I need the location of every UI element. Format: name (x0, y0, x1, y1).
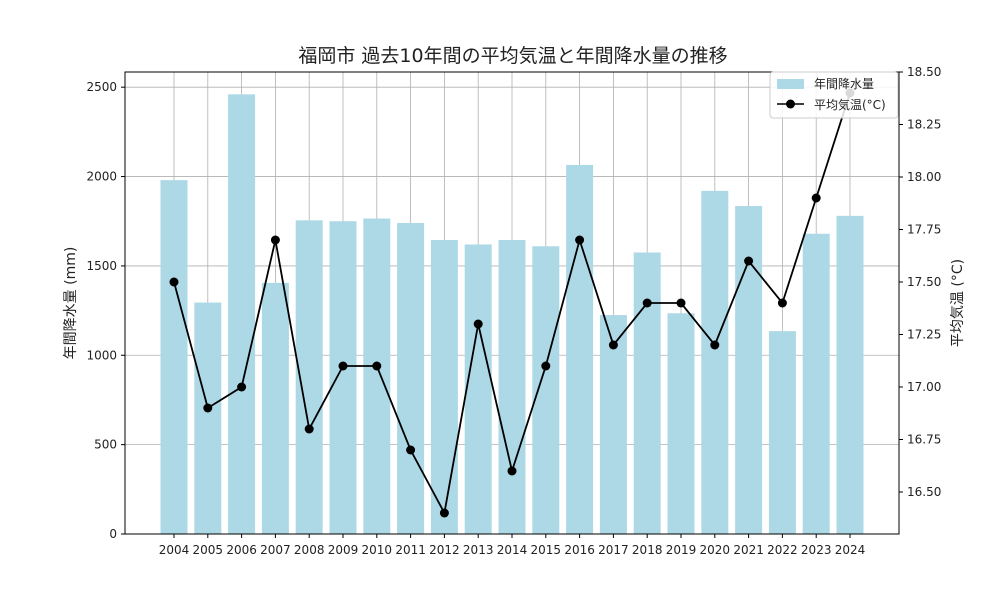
chart-title: 福岡市 過去10年間の平均気温と年間降水量の推移 (298, 45, 727, 67)
bar-2009 (329, 221, 357, 534)
bar-2017 (599, 315, 627, 534)
temperature-point-2011 (406, 445, 416, 455)
x-tick-label: 2005 (193, 543, 224, 557)
bar-2020 (701, 190, 729, 534)
bar-2012 (430, 240, 458, 534)
temperature-point-2006 (237, 382, 247, 392)
bar-2022 (768, 331, 796, 534)
bar-2007 (261, 282, 289, 534)
bar-2004 (160, 180, 188, 534)
temperature-point-2005 (203, 403, 213, 413)
x-tick-label: 2014 (497, 543, 528, 557)
temperature-point-2020 (710, 340, 720, 350)
left-tick-label: 2500 (86, 80, 117, 94)
x-tick-label: 2021 (733, 543, 764, 557)
right-tick-label: 18.50 (907, 65, 941, 79)
x-tick-label: 2016 (564, 543, 595, 557)
temperature-point-2010 (372, 361, 382, 371)
right-tick-label: 18.25 (907, 118, 941, 132)
left-tick-label: 0 (109, 527, 117, 541)
temperature-point-2012 (439, 508, 449, 518)
temperature-point-2022 (777, 298, 787, 308)
bar-2021 (735, 206, 763, 535)
temperature-point-2008 (304, 424, 314, 434)
bar-2014 (498, 240, 526, 534)
bar-2023 (802, 233, 830, 534)
temperature-point-2015 (541, 361, 551, 371)
bar-2018 (633, 252, 661, 535)
right-axis-title: 平均気温 (°C) (950, 259, 966, 347)
legend-swatch-precipitation (777, 79, 804, 89)
left-tick-label: 1000 (86, 348, 117, 362)
bar-2013 (464, 244, 492, 534)
bar-2006 (228, 94, 256, 534)
x-tick-label: 2022 (767, 543, 798, 557)
temperature-point-2017 (608, 340, 618, 350)
x-tick-label: 2017 (598, 543, 629, 557)
bar-2015 (532, 246, 560, 535)
temperature-point-2021 (744, 256, 754, 266)
temperature-point-2019 (676, 298, 686, 308)
temperature-point-2023 (811, 193, 821, 203)
legend-label-temperature: 平均気温(°C) (814, 97, 886, 112)
x-tick-label: 2008 (294, 543, 325, 557)
x-tick-label: 2018 (632, 543, 663, 557)
axes: 0 500 1000 1500 2000 2500 16.50 16.75 17.00 17.25… (86, 65, 941, 557)
left-tick-label: 2000 (86, 170, 117, 184)
temperature-point-2016 (575, 235, 585, 245)
bar-2024 (836, 215, 864, 534)
x-tick-label: 2023 (801, 543, 832, 557)
x-tick-label: 2012 (429, 543, 460, 557)
legend-label-precipitation: 年間降水量 (814, 77, 874, 91)
temperature-point-2018 (642, 298, 652, 308)
bar-2019 (667, 313, 695, 534)
x-tick-label: 2015 (531, 543, 562, 557)
right-tick-label: 18.00 (907, 170, 941, 184)
x-tick-label: 2019 (666, 543, 697, 557)
temperature-point-2014 (507, 466, 517, 476)
x-tick-label: 2024 (835, 543, 866, 557)
right-tick-label: 17.50 (907, 275, 941, 289)
x-tick-label: 2004 (159, 543, 190, 557)
right-tick-label: 17.75 (907, 223, 941, 237)
left-tick-label: 1500 (86, 259, 117, 273)
temperature-point-2007 (270, 235, 280, 245)
temperature-line (169, 88, 855, 518)
x-tick-label: 2013 (463, 543, 494, 557)
legend-marker-temperature (786, 99, 795, 109)
bar-2011 (397, 223, 425, 534)
x-tick-label: 2010 (362, 543, 393, 557)
x-tick-label: 2007 (260, 543, 291, 557)
precipitation-bars (160, 94, 864, 535)
right-tick-label: 16.50 (907, 485, 941, 499)
right-tick-label: 16.75 (907, 433, 941, 447)
temperature-point-2009 (338, 361, 348, 371)
x-tick-label: 2011 (395, 543, 426, 557)
left-axis-title: 年間降水量 (mm) (63, 247, 79, 360)
x-tick-label: 2006 (226, 543, 257, 557)
bar-2016 (566, 164, 594, 535)
bar-2010 (363, 218, 391, 534)
right-tick-label: 17.25 (907, 328, 941, 342)
temperature-point-2013 (473, 319, 483, 329)
left-tick-label: 500 (94, 438, 117, 452)
temperature-point-2004 (169, 277, 179, 287)
right-tick-label: 17.00 (907, 380, 941, 394)
x-tick-label: 2009 (328, 543, 359, 557)
legend: 年間降水量 平均気温(°C) (769, 71, 899, 119)
bar-2005 (194, 302, 222, 534)
x-tick-label: 2020 (700, 543, 731, 557)
